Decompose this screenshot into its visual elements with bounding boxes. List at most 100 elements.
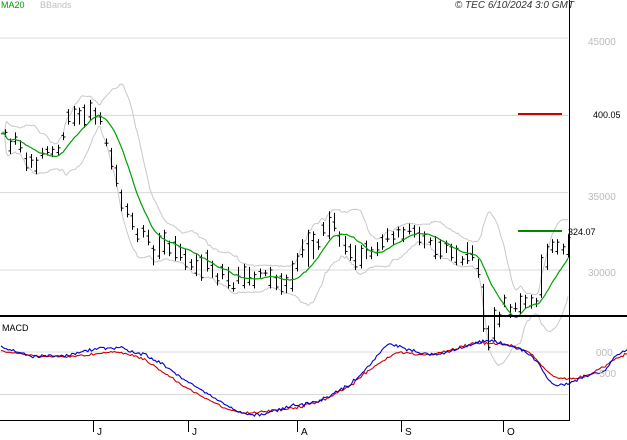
price-bar	[98, 112, 103, 125]
price-bar	[215, 273, 220, 286]
price-bar	[151, 245, 156, 266]
price-bar	[295, 252, 300, 272]
price-bar	[146, 229, 151, 246]
price-bar	[348, 243, 353, 261]
price-bar	[141, 225, 146, 238]
bollinger-bands	[0, 83, 569, 366]
price-bar	[433, 235, 438, 260]
price-bar	[497, 311, 502, 328]
price-tick-label: 30000	[588, 268, 616, 279]
price-bar	[359, 245, 364, 269]
price-bar	[385, 228, 390, 243]
macd-tick-label: -500	[596, 369, 616, 380]
price-bar	[375, 242, 380, 257]
price-bar	[311, 231, 316, 260]
moving-average	[0, 114, 569, 319]
price-bar	[343, 235, 348, 255]
price-bar	[369, 246, 374, 260]
price-bar	[109, 147, 114, 170]
price-bar	[492, 307, 497, 342]
price-bar	[332, 212, 337, 232]
price-bar	[438, 239, 443, 260]
price-bar	[518, 293, 523, 315]
price-bar	[77, 107, 82, 125]
ma20-line	[0, 114, 569, 319]
time-tick-label: J	[97, 427, 102, 438]
price-bar	[119, 189, 124, 212]
price-bar	[316, 239, 321, 250]
price-bar	[125, 203, 130, 218]
price-bar	[231, 282, 236, 292]
price-bar	[13, 132, 18, 145]
price-bar	[173, 235, 178, 261]
time-tick-label: J	[192, 427, 197, 438]
price-bar	[284, 274, 289, 294]
price-tick-label: 45000	[588, 37, 616, 48]
price-bar	[407, 223, 412, 235]
price-grid	[0, 37, 568, 271]
price-bar	[183, 248, 188, 270]
price-bar	[61, 132, 66, 141]
price-bar	[18, 140, 23, 153]
price-bar	[539, 254, 544, 298]
price-bar	[391, 231, 396, 246]
price-bar	[72, 106, 77, 127]
price-bar	[481, 283, 486, 332]
legend-bbands: BBands	[40, 0, 72, 10]
price-bar	[135, 228, 140, 243]
price-bar	[56, 144, 61, 156]
price-bar	[321, 222, 326, 236]
price-bar	[300, 239, 305, 258]
price-levels: 400.05 324.07	[518, 110, 621, 237]
copyright-label: © TEC 6/10/2024 3:0 GMT	[455, 0, 575, 11]
support-label: 324.07	[568, 227, 596, 237]
price-bar	[290, 260, 295, 292]
price-bar	[34, 157, 39, 175]
price-bar	[263, 270, 268, 277]
axes: 45000 35000 30000 000 -500 J J A S O	[93, 37, 616, 438]
price-bar	[242, 263, 247, 289]
macd-tick-label: 000	[596, 348, 613, 359]
price-bar	[428, 237, 433, 246]
chart-frame	[0, 0, 627, 421]
price-bar	[396, 226, 401, 238]
price-bar	[82, 104, 87, 128]
price-bar	[8, 138, 13, 154]
price-bar	[189, 259, 194, 270]
price-bar	[534, 297, 539, 308]
price-bar	[220, 263, 225, 280]
macd-panel	[0, 339, 627, 418]
price-bar	[167, 240, 172, 257]
price-bar	[327, 211, 332, 240]
price-bar	[353, 245, 358, 270]
price-bar	[550, 239, 555, 253]
price-bar	[24, 152, 29, 172]
price-bar	[279, 273, 284, 295]
resistance-label: 400.05	[593, 110, 621, 120]
macd-title: MACD	[2, 323, 29, 333]
time-tick-label: S	[405, 427, 412, 438]
price-bar	[104, 138, 109, 147]
time-tick-label: O	[507, 427, 515, 438]
price-bar	[555, 239, 560, 255]
bband-upper-line	[0, 83, 569, 296]
price-bar	[162, 229, 167, 255]
price-bar	[66, 109, 71, 125]
price-bar	[561, 243, 566, 255]
price-bar	[306, 229, 311, 267]
macd-line	[0, 339, 627, 418]
price-tick-label: 35000	[588, 192, 616, 203]
price-bar	[29, 154, 34, 168]
price-bar	[130, 212, 135, 230]
bband-lower-line	[0, 125, 569, 366]
time-tick-label: A	[301, 427, 308, 438]
price-bar	[412, 225, 417, 238]
price-bar	[380, 234, 385, 250]
price-bar	[545, 243, 550, 270]
price-bar	[252, 271, 257, 289]
price-bar	[460, 256, 465, 266]
price-bars	[3, 99, 571, 351]
price-bar	[247, 266, 252, 286]
price-bar	[476, 259, 481, 278]
